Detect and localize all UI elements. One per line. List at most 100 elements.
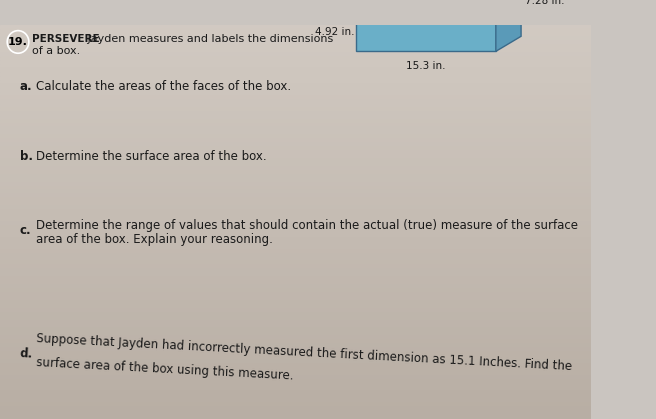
Bar	[0, 305, 592, 309]
Bar	[0, 127, 592, 132]
Bar	[0, 348, 592, 352]
Bar	[0, 246, 592, 250]
Bar	[0, 178, 592, 183]
Text: of a box.: of a box.	[31, 47, 80, 56]
Bar	[0, 119, 592, 124]
Text: Determine the surface area of the box.: Determine the surface area of the box.	[36, 150, 267, 163]
Bar	[0, 159, 592, 163]
Text: PERSEVERE: PERSEVERE	[31, 34, 99, 44]
Polygon shape	[496, 0, 521, 52]
Bar	[0, 407, 592, 411]
Bar	[0, 202, 592, 206]
Bar	[0, 238, 592, 242]
Bar	[0, 112, 592, 116]
Bar	[0, 277, 592, 281]
Bar	[0, 183, 592, 186]
Bar	[0, 281, 592, 285]
Bar	[0, 415, 592, 419]
Bar	[0, 253, 592, 257]
Bar	[0, 41, 592, 45]
Bar	[0, 242, 592, 246]
Bar	[0, 376, 592, 380]
Bar	[0, 289, 592, 293]
Bar	[0, 313, 592, 317]
Bar	[0, 222, 592, 226]
Bar	[0, 391, 592, 396]
Bar	[0, 360, 592, 364]
Bar	[0, 380, 592, 383]
Text: Calculate the areas of the faces of the box.: Calculate the areas of the faces of the …	[36, 80, 291, 93]
Bar	[0, 68, 592, 72]
Text: 15.3 in.: 15.3 in.	[406, 61, 445, 71]
Bar	[0, 76, 592, 80]
Bar	[0, 269, 592, 273]
Bar	[0, 285, 592, 289]
Bar	[0, 388, 592, 391]
Text: d.: d.	[20, 347, 33, 361]
Bar	[0, 356, 592, 360]
Bar	[0, 191, 592, 194]
Bar	[0, 57, 592, 60]
Bar	[0, 332, 592, 336]
Text: c.: c.	[20, 223, 31, 236]
Bar	[0, 53, 592, 57]
Bar	[0, 301, 592, 305]
Bar	[0, 25, 592, 29]
Bar	[0, 324, 592, 328]
Bar	[0, 297, 592, 301]
Bar	[0, 336, 592, 340]
Text: 4.92 in.: 4.92 in.	[315, 26, 354, 36]
Bar	[0, 340, 592, 344]
Bar	[0, 372, 592, 376]
Bar	[0, 163, 592, 167]
Bar	[0, 411, 592, 415]
Bar	[0, 171, 592, 175]
Text: a.: a.	[20, 80, 32, 93]
Bar	[0, 206, 592, 210]
Bar	[0, 186, 592, 191]
Bar	[0, 139, 592, 143]
Bar	[0, 84, 592, 88]
Bar	[0, 132, 592, 135]
Bar	[0, 317, 592, 321]
Bar	[0, 328, 592, 332]
Bar	[0, 214, 592, 218]
Bar	[0, 265, 592, 269]
Bar	[0, 175, 592, 178]
Bar	[0, 383, 592, 388]
Bar	[0, 92, 592, 96]
Text: 7.28 in.: 7.28 in.	[525, 0, 564, 5]
Bar	[0, 104, 592, 108]
Bar	[0, 344, 592, 348]
Text: b.: b.	[20, 150, 33, 163]
Bar	[0, 364, 592, 368]
Bar	[0, 151, 592, 155]
Bar	[0, 218, 592, 222]
Bar	[0, 399, 592, 403]
Polygon shape	[356, 0, 521, 12]
Bar	[0, 194, 592, 198]
Bar	[0, 293, 592, 297]
Bar	[0, 147, 592, 151]
Bar	[0, 309, 592, 313]
Text: Suppose that Jayden had incorrectly measured the first dimension as 15.1 Inches.: Suppose that Jayden had incorrectly meas…	[36, 332, 573, 373]
Bar	[0, 33, 592, 37]
Bar	[0, 143, 592, 147]
Bar	[0, 108, 592, 112]
Bar	[0, 396, 592, 399]
Bar	[0, 49, 592, 53]
Bar	[0, 96, 592, 100]
Text: surface area of the box using this measure.: surface area of the box using this measu…	[36, 356, 294, 383]
Bar	[0, 45, 592, 49]
Bar	[0, 135, 592, 139]
Bar	[0, 60, 592, 65]
Bar	[0, 198, 592, 202]
Bar	[0, 116, 592, 119]
Bar	[0, 155, 592, 159]
Bar	[0, 234, 592, 238]
Bar	[0, 124, 592, 127]
Bar	[0, 261, 592, 265]
Text: area of the box. Explain your reasoning.: area of the box. Explain your reasoning.	[36, 233, 273, 246]
Bar	[0, 37, 592, 41]
Bar	[0, 273, 592, 277]
